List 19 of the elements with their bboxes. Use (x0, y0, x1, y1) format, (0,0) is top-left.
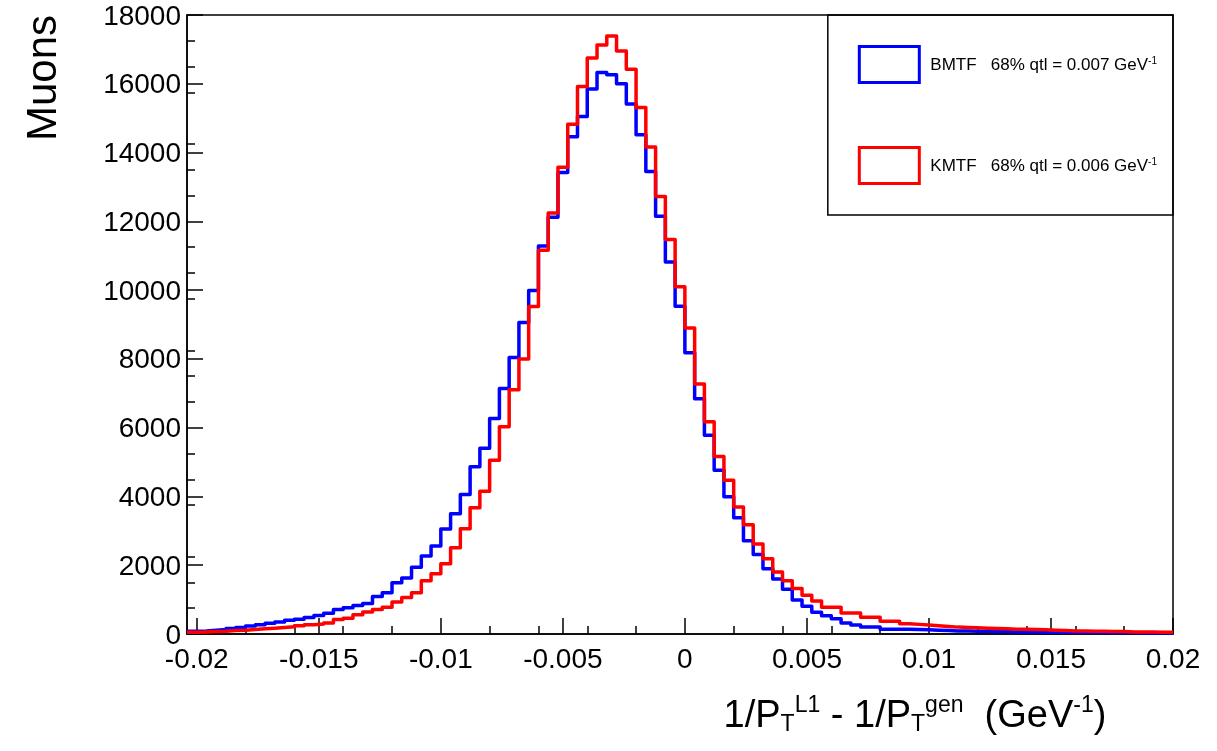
x-tick-label: 0.015 (1015, 642, 1087, 674)
y-tick-label: 18000 (103, 0, 181, 31)
y-tick-label: 10000 (103, 274, 181, 306)
y-tick-label: 4000 (118, 480, 181, 512)
x-tick-label: -0.01 (408, 642, 473, 674)
y-tick-label: 8000 (118, 343, 181, 375)
y-tick-label: 14000 (103, 137, 181, 169)
y-axis-title: Muons (17, 15, 65, 142)
y-tick-label: 2000 (118, 549, 181, 581)
y-tick-label: 6000 (118, 412, 181, 444)
x-tick-label: 0.02 (1145, 642, 1201, 674)
y-tick-label: 0 (165, 618, 181, 650)
x-tick-label: 0.005 (771, 642, 842, 674)
x-tick-label: 0.01 (901, 642, 957, 674)
x-tick-label: 0 (677, 642, 693, 674)
x-tick-label: -0.005 (523, 642, 603, 674)
y-tick-label: 16000 (103, 68, 181, 100)
x-tick-label: -0.015 (279, 642, 359, 674)
y-tick-label: 12000 (103, 205, 181, 237)
